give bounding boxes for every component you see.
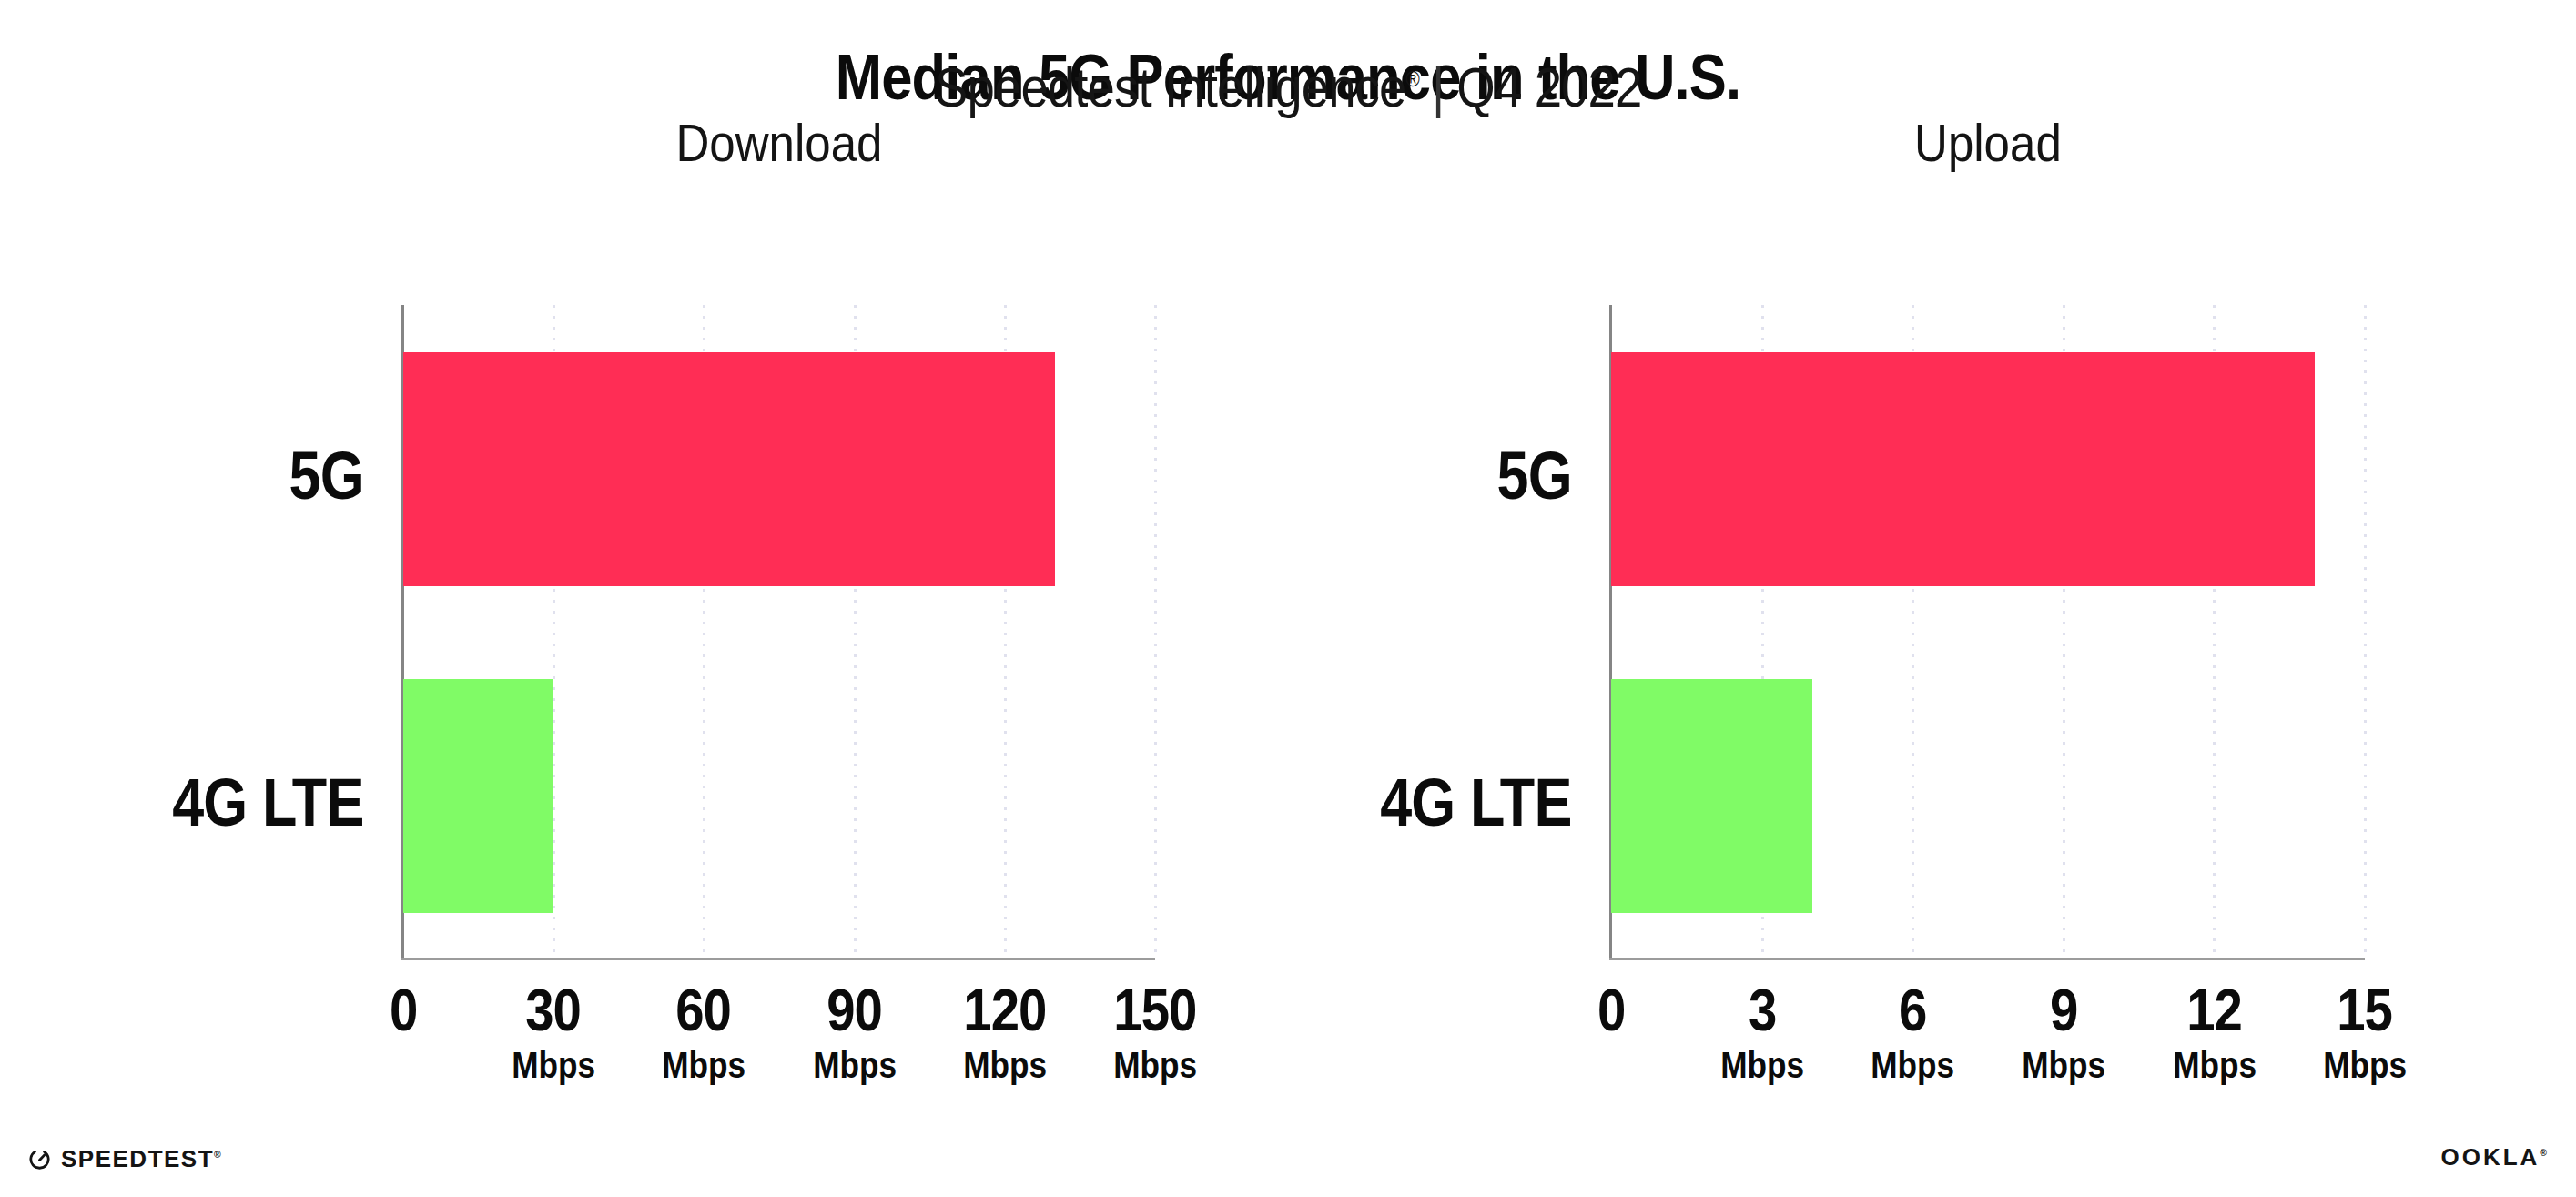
ookla-logo: OOKLA® [2440, 1143, 2547, 1172]
subtitle-separator: | [1432, 56, 1444, 118]
download-plot-area [403, 305, 1155, 959]
gridline [1154, 305, 1157, 958]
download-5g-bar [403, 352, 1055, 586]
speedtest-gauge-icon [27, 1147, 52, 1172]
x-axis-spine [1609, 958, 2365, 960]
download-category-label-5g: 5G [0, 442, 364, 510]
subtitle-brand: Speedtest Intelligence [935, 56, 1406, 118]
x-tick-unit: Mbps [2265, 1045, 2465, 1085]
x-axis-spine [401, 958, 1155, 960]
download-4g-lte-bar [403, 679, 553, 913]
upload-4g-lte-bar [1611, 679, 1812, 913]
page-subtitle: Speedtest Intelligence® |Q4 2022 [0, 55, 2576, 120]
gridline [2364, 305, 2367, 958]
speedtest-wordmark: SPEEDTEST® [61, 1145, 221, 1173]
x-tick-unit: Mbps [1055, 1045, 1255, 1085]
speedtest-logo: SPEEDTEST® [27, 1145, 221, 1173]
ookla-wordmark: OOKLA® [2440, 1143, 2547, 1171]
download-category-label-4g-lte: 4G LTE [0, 769, 364, 837]
upload-chart-title: Upload [1715, 115, 2261, 171]
subtitle-period: Q4 2022 [1456, 56, 1641, 118]
x-tick-label: 15 [2265, 981, 2465, 1040]
speedtest-registered-mark: ® [214, 1150, 221, 1160]
upload-5g-bar [1611, 352, 2315, 586]
upload-plot-area [1611, 305, 2365, 959]
infographic-canvas: Median 5G Performance in the U.S. Speedt… [0, 0, 2576, 1197]
registered-mark: ® [1405, 67, 1418, 91]
upload-category-label-4g-lte: 4G LTE [1190, 769, 1572, 837]
page-subtitle-text: Speedtest Intelligence® |Q4 2022 [935, 55, 1642, 120]
download-chart-title: Download [506, 115, 1052, 171]
x-tick-label: 150 [1055, 981, 1255, 1040]
upload-category-label-5g: 5G [1190, 442, 1572, 510]
ookla-registered-mark: ® [2540, 1148, 2547, 1158]
